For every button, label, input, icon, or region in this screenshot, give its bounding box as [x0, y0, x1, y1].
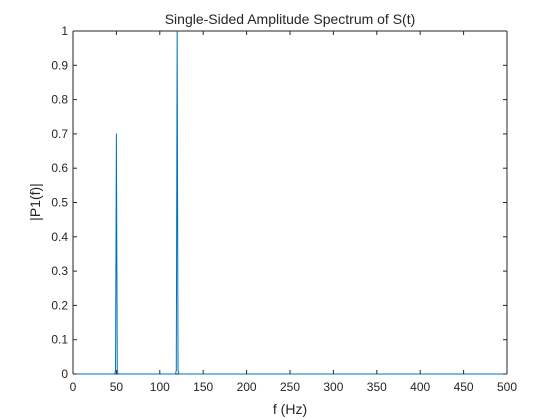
y-tick-label: 0.8: [51, 93, 68, 107]
plot-area: [73, 31, 507, 374]
x-tick-label: 100: [150, 380, 170, 394]
series-layer: [73, 30, 507, 375]
y-tick-label: 0.2: [51, 298, 68, 312]
x-tick-label: 350: [367, 380, 387, 394]
x-tick-label: 300: [323, 380, 343, 394]
y-tick-label: 0.1: [51, 333, 68, 347]
series-line: [73, 30, 507, 375]
y-tick-label: 0.5: [51, 196, 68, 210]
y-tick-label: 0.9: [51, 58, 68, 72]
x-tick-label: 250: [280, 380, 300, 394]
y-tick-label: 0.4: [51, 230, 68, 244]
y-tick-label: 1: [61, 24, 68, 38]
y-tick-label: 0: [61, 367, 68, 381]
x-axis: 0 50 100 150 200 250 300 350 400 450 500: [70, 31, 517, 394]
x-tick-label: 50: [110, 380, 124, 394]
y-tick-label: 0.3: [51, 264, 68, 278]
x-tick-label: 200: [237, 380, 257, 394]
x-tick-label: 0: [70, 380, 77, 394]
y-axis-label: |P1(f)|: [27, 183, 43, 221]
x-tick-label: 500: [497, 380, 517, 394]
y-tick-label: 0.6: [51, 161, 68, 175]
chart-title: Single-Sided Amplitude Spectrum of S(t): [165, 11, 416, 27]
x-tick-label: 400: [410, 380, 430, 394]
y-axis: 0 0.1 0.2 0.3 0.4 0.5 0.6 0.7 0.8 0.9 1: [51, 24, 507, 381]
x-tick-label: 450: [454, 380, 474, 394]
y-tick-label: 0.7: [51, 127, 68, 141]
x-tick-label: 150: [193, 380, 213, 394]
x-axis-label: f (Hz): [273, 401, 307, 417]
